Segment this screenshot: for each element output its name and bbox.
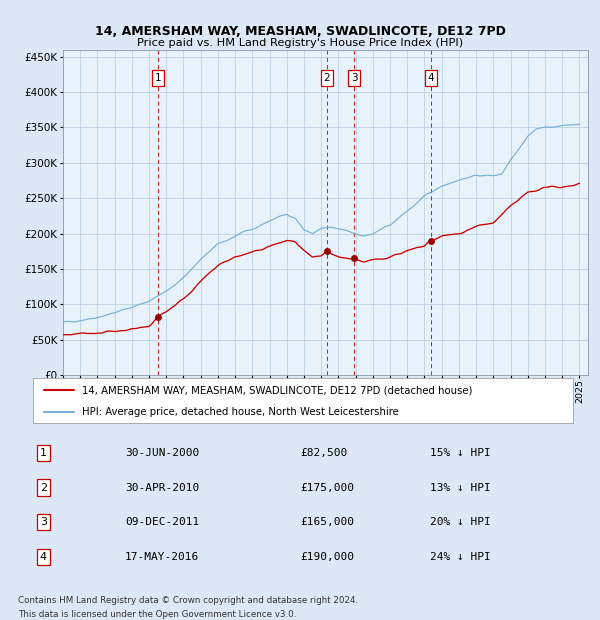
Text: 24% ↓ HPI: 24% ↓ HPI <box>430 552 490 562</box>
Text: This data is licensed under the Open Government Licence v3.0.: This data is licensed under the Open Gov… <box>18 610 296 619</box>
Text: 4: 4 <box>428 73 434 83</box>
Text: 1: 1 <box>40 448 47 458</box>
Text: HPI: Average price, detached house, North West Leicestershire: HPI: Average price, detached house, Nort… <box>82 407 398 417</box>
Text: 2: 2 <box>323 73 330 83</box>
Text: Contains HM Land Registry data © Crown copyright and database right 2024.: Contains HM Land Registry data © Crown c… <box>18 596 358 606</box>
Text: 3: 3 <box>40 517 47 528</box>
Text: 09-DEC-2011: 09-DEC-2011 <box>125 517 199 528</box>
Text: 14, AMERSHAM WAY, MEASHAM, SWADLINCOTE, DE12 7PD (detached house): 14, AMERSHAM WAY, MEASHAM, SWADLINCOTE, … <box>82 385 472 396</box>
Text: 13% ↓ HPI: 13% ↓ HPI <box>430 482 490 493</box>
Text: 20% ↓ HPI: 20% ↓ HPI <box>430 517 490 528</box>
Text: £175,000: £175,000 <box>300 482 354 493</box>
Text: 3: 3 <box>351 73 358 83</box>
Text: £165,000: £165,000 <box>300 517 354 528</box>
Text: 15% ↓ HPI: 15% ↓ HPI <box>430 448 490 458</box>
Text: £190,000: £190,000 <box>300 552 354 562</box>
Text: Price paid vs. HM Land Registry's House Price Index (HPI): Price paid vs. HM Land Registry's House … <box>137 38 463 48</box>
Text: 2: 2 <box>40 482 47 493</box>
Text: 17-MAY-2016: 17-MAY-2016 <box>125 552 199 562</box>
Text: 30-JUN-2000: 30-JUN-2000 <box>125 448 199 458</box>
Text: 14, AMERSHAM WAY, MEASHAM, SWADLINCOTE, DE12 7PD: 14, AMERSHAM WAY, MEASHAM, SWADLINCOTE, … <box>95 25 505 38</box>
Text: 30-APR-2010: 30-APR-2010 <box>125 482 199 493</box>
Text: £82,500: £82,500 <box>300 448 347 458</box>
Text: 4: 4 <box>40 552 47 562</box>
Text: 1: 1 <box>154 73 161 83</box>
